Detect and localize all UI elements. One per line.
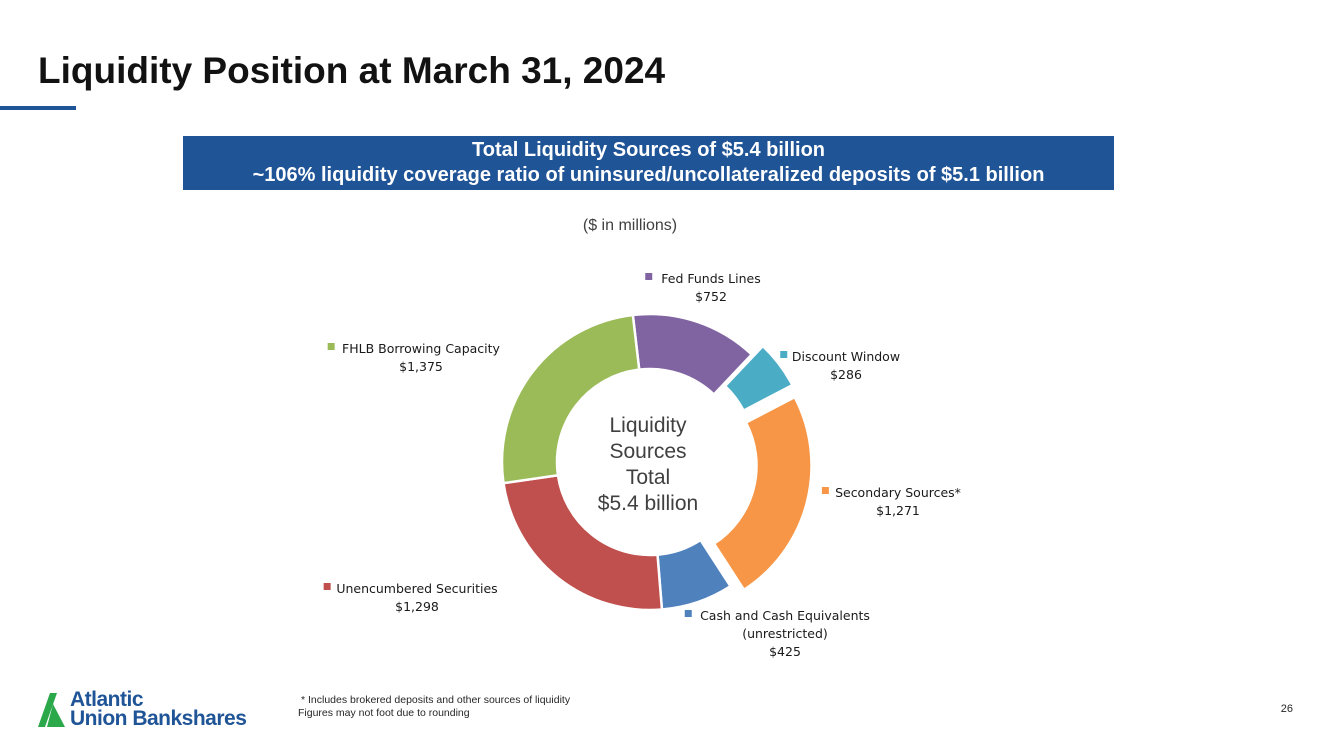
slice-value-label: $1,375 — [399, 359, 443, 374]
slice-label: FHLB Borrowing Capacity $1,375 — [327, 341, 501, 374]
slice-label: Fed Funds Lines $752 — [645, 271, 761, 304]
banner-line-2: ~106% liquidity coverage ratio of uninsu… — [252, 164, 1045, 186]
slice-name-label: Cash and Cash Equivalents — [700, 608, 870, 623]
slice-name-label: FHLB Borrowing Capacity — [342, 341, 501, 356]
slice-value-label: $1,298 — [395, 599, 439, 614]
slice-label: Secondary Sources* $1,271 — [821, 485, 961, 518]
donut-slice-secondary-sources — [712, 395, 813, 592]
slice-label: Cash and Cash Equivalents (unrestricted) $… — [684, 608, 870, 659]
legend-marker — [684, 610, 692, 617]
slice-name-label: Unencumbered Securities — [336, 581, 497, 596]
legend-marker — [323, 583, 331, 590]
slice-name-label: (unrestricted) — [742, 626, 828, 641]
slice-label: Unencumbered Securities $1,298 — [323, 581, 498, 614]
slice-name-label: Fed Funds Lines — [661, 271, 760, 286]
slice-value-label: $286 — [830, 367, 862, 382]
slice-value-label: $425 — [769, 644, 801, 659]
slice-value-label: $752 — [695, 289, 727, 304]
donut-center-label: Liquidity — [609, 414, 687, 437]
company-logo: Atlantic Union Bankshares — [38, 688, 247, 730]
footnote: * Includes brokered deposits and other s… — [298, 694, 570, 720]
summary-banner: Total Liquidity Sources of $5.4 billion … — [183, 136, 1114, 190]
slice-name-label: Secondary Sources* — [835, 485, 961, 500]
slice-value-label: $1,271 — [876, 503, 920, 518]
logo-mark-icon — [38, 693, 65, 727]
logo-line-2: Union Bankshares — [70, 707, 247, 730]
banner-line-1: Total Liquidity Sources of $5.4 billion — [472, 139, 825, 161]
donut-slice-fhlb-borrowing-capacity — [500, 313, 641, 485]
logo-line-1: Atlantic — [70, 688, 144, 711]
donut-slice-discount-window — [723, 344, 795, 413]
donut-slice-unencumbered-securities — [502, 473, 664, 612]
page-number: 26 — [1280, 703, 1293, 715]
donut-center-label: Sources — [609, 440, 686, 463]
title-underline — [0, 106, 76, 110]
donut-slice-fed-funds-lines — [631, 312, 754, 397]
donut-center-label: $5.4 billion — [598, 492, 698, 515]
footnote-line-1: * Includes brokered deposits and other s… — [301, 694, 571, 706]
donut-center-label: Total — [626, 466, 670, 489]
legend-marker — [645, 273, 653, 280]
legend-marker — [780, 351, 788, 358]
page-title: Liquidity Position at March 31, 2024 — [38, 50, 666, 91]
footnote-line-2: Figures may not foot due to rounding — [298, 707, 470, 719]
slice-name-label: Discount Window — [792, 349, 900, 364]
slice-label: Discount Window $286 — [780, 349, 900, 382]
legend-marker — [821, 487, 829, 494]
units-label: ($ in millions) — [582, 217, 678, 234]
legend-marker — [327, 343, 335, 350]
logo-wordmark: Atlantic Union Bankshares — [70, 688, 247, 730]
